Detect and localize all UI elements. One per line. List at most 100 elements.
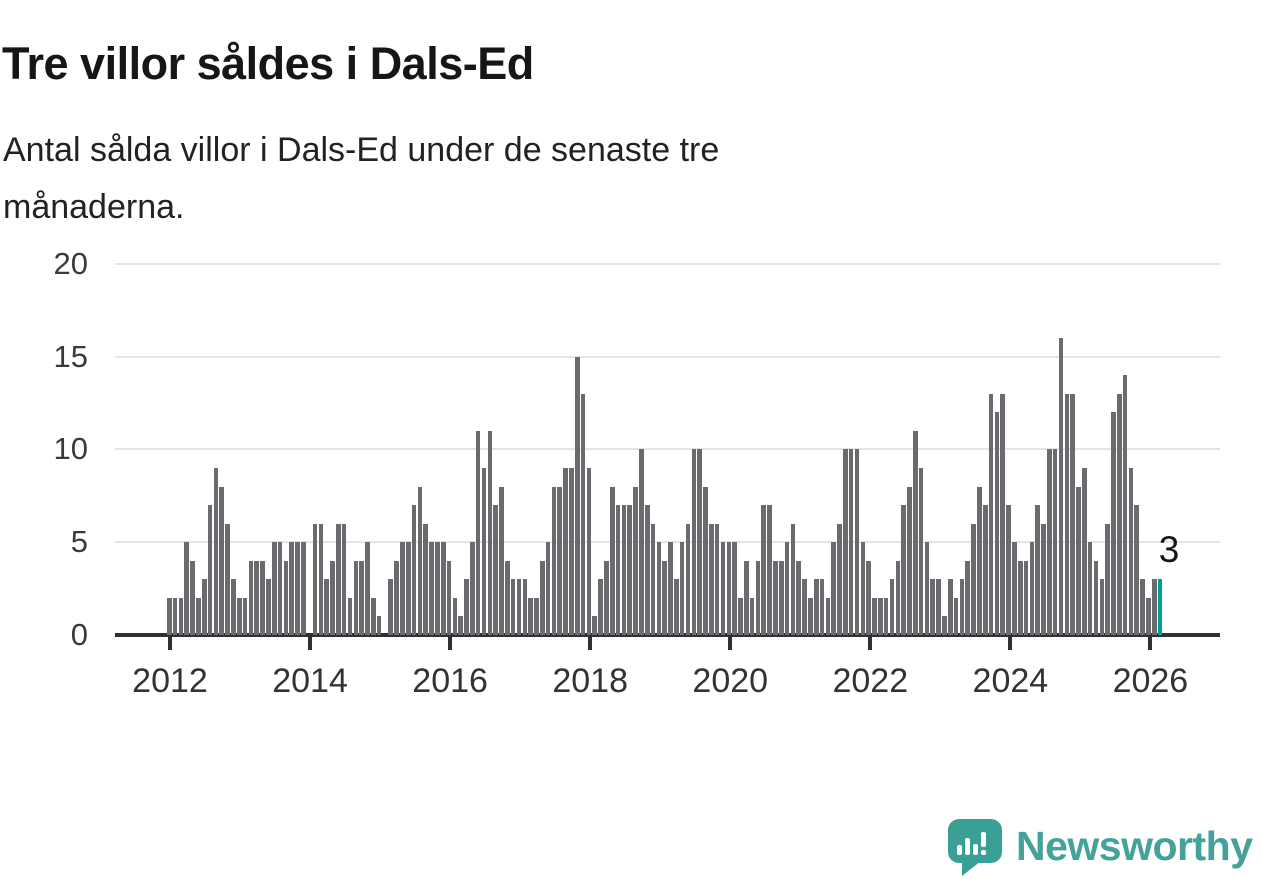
bar [819, 579, 825, 635]
bar [621, 505, 627, 635]
x-axis-tick-2016 [448, 637, 453, 650]
bar [481, 468, 487, 635]
bar [586, 468, 592, 635]
bar [947, 579, 953, 635]
bar [493, 505, 498, 635]
bar [236, 598, 242, 635]
bar [545, 542, 551, 635]
bar [184, 542, 190, 635]
bar [394, 561, 399, 635]
bar [1122, 375, 1128, 635]
bar [190, 561, 195, 635]
gridline-y10 [115, 448, 1220, 451]
x-axis-tick-2018 [588, 637, 593, 650]
bar [1111, 412, 1116, 635]
bar [580, 394, 586, 635]
bar [1052, 449, 1058, 635]
bar [1012, 542, 1017, 635]
bar [254, 561, 260, 635]
x-axis-tick-2024 [1008, 637, 1013, 650]
bar [452, 598, 458, 635]
bar [464, 579, 469, 635]
bar [359, 561, 364, 635]
bar [167, 598, 172, 635]
bar [685, 524, 691, 635]
bar [615, 505, 621, 635]
bar [201, 579, 207, 635]
bar [266, 579, 271, 635]
bar [644, 505, 650, 635]
x-axis-tick-2014 [308, 637, 313, 650]
bar [965, 561, 971, 635]
bar [808, 598, 813, 635]
bar [1116, 394, 1122, 635]
bar [813, 579, 819, 635]
bar [522, 579, 528, 635]
bar [732, 542, 737, 635]
bar [872, 598, 877, 635]
bar [1064, 394, 1070, 635]
bar [557, 487, 563, 635]
bar [913, 431, 918, 635]
bar [1017, 561, 1023, 635]
bar [796, 561, 802, 635]
x-axis-line [115, 633, 1220, 637]
bar [1035, 505, 1040, 635]
bar [778, 561, 784, 635]
bar [411, 505, 417, 635]
bar [376, 616, 382, 635]
bar [697, 449, 702, 635]
bar [1000, 394, 1006, 635]
bar [802, 579, 807, 635]
bar [1151, 579, 1157, 635]
x-axis-label-2026: 2026 [1112, 662, 1189, 700]
bar [720, 542, 726, 635]
bar [761, 505, 767, 635]
bar [1029, 542, 1035, 635]
gridline-y15 [115, 355, 1220, 358]
gridline-y20 [115, 262, 1220, 265]
gridline-y5 [115, 541, 1220, 544]
bar [499, 487, 504, 635]
bar [901, 505, 906, 635]
bar [883, 598, 889, 635]
bar [347, 598, 353, 635]
bar [248, 561, 254, 635]
bar [889, 579, 895, 635]
bar [487, 431, 493, 635]
chart-subtitle-line2: månaderna. [3, 188, 185, 226]
bar [1006, 505, 1011, 635]
bar [609, 487, 615, 635]
bar [650, 524, 656, 635]
bar [831, 542, 836, 635]
bar [1099, 579, 1105, 635]
bar [353, 561, 359, 635]
bar [1105, 524, 1110, 635]
bar [283, 561, 289, 635]
bar [825, 598, 831, 635]
bar [709, 524, 714, 635]
newsworthy-wordmark: Newsworthy [1016, 823, 1253, 869]
bar [242, 598, 248, 635]
bar [446, 561, 452, 635]
bar [301, 542, 306, 635]
bar [207, 505, 213, 635]
bar [953, 598, 959, 635]
bar [592, 616, 598, 635]
x-axis-label-2022: 2022 [832, 662, 909, 700]
bar [936, 579, 941, 635]
bar [365, 542, 370, 635]
bar [598, 579, 603, 635]
bar [848, 449, 854, 635]
bar [749, 598, 755, 635]
bar [1023, 561, 1029, 635]
bar [388, 579, 394, 635]
bar [271, 542, 277, 635]
bar [400, 542, 405, 635]
y-axis-label-5: 5 [70, 524, 88, 560]
x-axis-label-2012: 2012 [132, 662, 208, 700]
bar [341, 524, 347, 635]
bar [656, 542, 662, 635]
bar [743, 561, 749, 635]
